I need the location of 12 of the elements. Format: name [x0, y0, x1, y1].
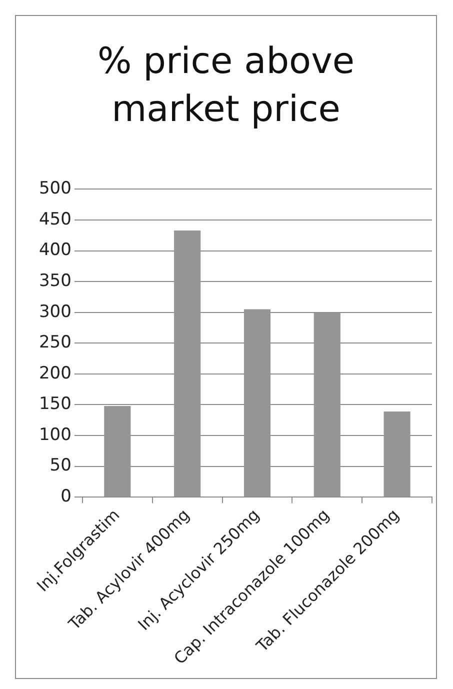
y-tick-label: 450: [38, 209, 72, 230]
y-tick-label: 50: [50, 456, 72, 476]
y-tick-label: 250: [38, 332, 72, 353]
y-tick-label: 350: [38, 270, 72, 291]
y-tick-label: 400: [38, 240, 72, 260]
y-tick-label: 100: [38, 424, 72, 445]
chart-title: % price above market price: [96, 40, 356, 132]
y-tick-label: 200: [38, 363, 72, 384]
y-tick-label: 300: [38, 302, 72, 322]
y-tick-label: 0: [60, 486, 72, 507]
y-tick-label: 150: [38, 394, 72, 414]
y-tick-label: 500: [38, 178, 72, 199]
